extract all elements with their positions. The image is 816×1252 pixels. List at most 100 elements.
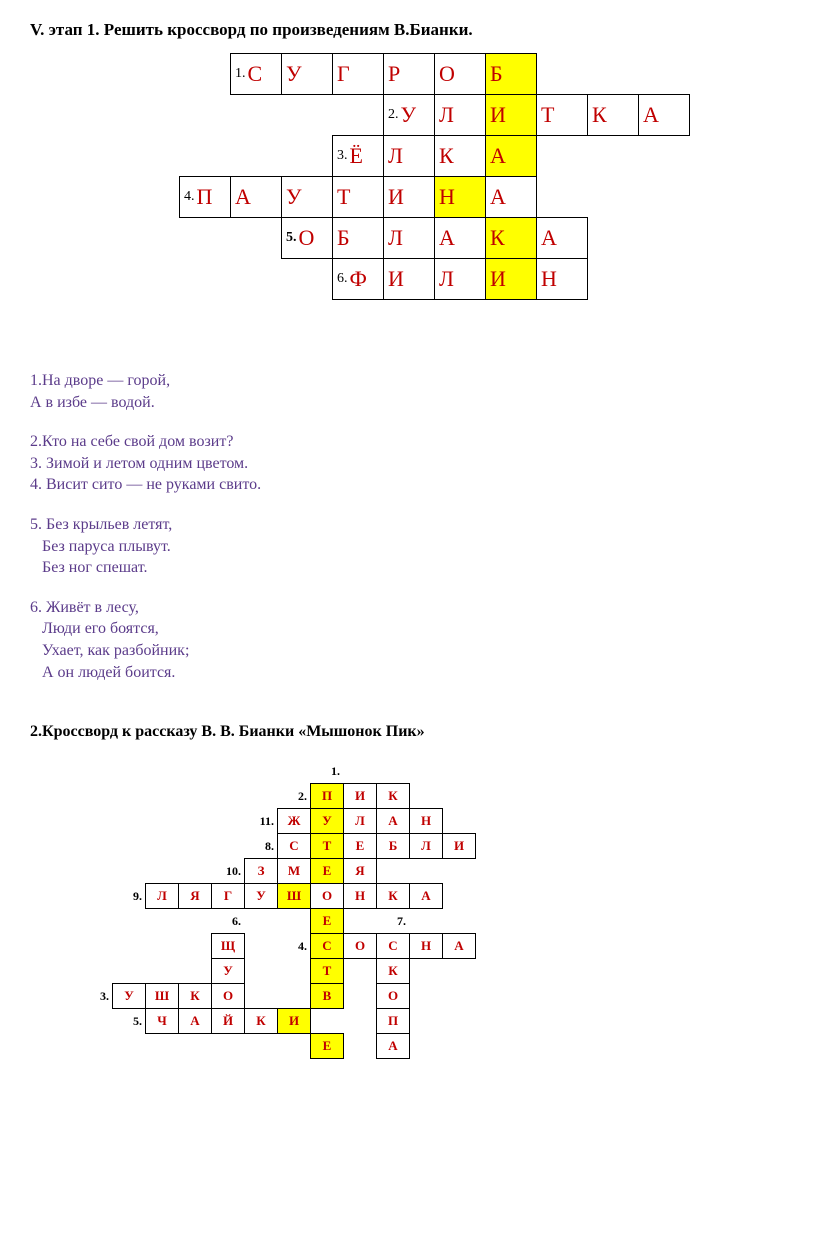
cell-letter: Г — [224, 888, 232, 904]
cell-letter: Н — [421, 813, 431, 829]
clue-line: А он людей боится. — [30, 662, 786, 684]
crossword-cell: А — [442, 933, 476, 959]
cell-letter: Е — [323, 913, 332, 929]
cell-letter: П — [322, 788, 332, 804]
cell-letter: А — [490, 184, 506, 210]
cell-letter: Ш — [155, 988, 169, 1004]
cell-letter: Ш — [287, 888, 301, 904]
page-title: V. этап 1. Решить кроссворд по произведе… — [30, 20, 786, 40]
crossword-cell: А — [376, 808, 410, 834]
cell-letter: Л — [439, 266, 454, 292]
crossword-cell: Н — [434, 176, 486, 218]
crossword-cell: Л — [343, 808, 377, 834]
cell-letter: И — [490, 102, 506, 128]
crossword-cell: У — [211, 958, 245, 984]
crossword-cell: И — [277, 1008, 311, 1034]
crossword-cell: Й — [211, 1008, 245, 1034]
cell-number-label: 10. — [211, 858, 245, 884]
crossword-cell: И — [383, 176, 435, 218]
cell-letter: К — [388, 888, 397, 904]
crossword-cell: В — [310, 983, 344, 1009]
crossword-cell: З — [244, 858, 278, 884]
cell-letter: Л — [388, 225, 403, 251]
cell-letter: К — [490, 225, 505, 251]
cell-letter: У — [401, 102, 417, 128]
crossword-cell: С — [376, 933, 410, 959]
crossword-cell: О — [376, 983, 410, 1009]
crossword-cell: А — [376, 1033, 410, 1059]
cell-letter: Н — [355, 888, 365, 904]
cell-letter: С — [388, 938, 397, 954]
cell-letter: С — [248, 61, 263, 87]
cell-letter: Н — [439, 184, 455, 210]
cell-letter: В — [323, 988, 332, 1004]
crossword-cell: А — [434, 217, 486, 259]
crossword-cell: Г — [332, 53, 384, 95]
crossword-cell: Б — [376, 833, 410, 859]
cell-number-label: 9. — [112, 883, 146, 909]
cell-letter: Ч — [157, 1013, 167, 1029]
crossword-cell: Т — [332, 176, 384, 218]
cell-number-label: 11. — [244, 808, 278, 834]
cell-letter: С — [289, 838, 298, 854]
cell-letter: И — [388, 266, 404, 292]
crossword-cell: Е — [310, 858, 344, 884]
cell-letter: Т — [337, 184, 350, 210]
cell-letter: У — [124, 988, 134, 1004]
cell-letter: Е — [323, 1038, 332, 1054]
cell-letter: Н — [421, 938, 431, 954]
crossword-cell: Т — [310, 958, 344, 984]
crossword-cell: О — [343, 933, 377, 959]
crossword-cell: 5.О — [281, 217, 333, 259]
cell-letter: Щ — [221, 938, 235, 954]
clue-line: 1.На дворе — горой, — [30, 370, 786, 392]
subtitle: 2.Кроссворд к рассказу В. В. Бианки «Мыш… — [30, 723, 786, 741]
cell-letter: Б — [490, 61, 503, 87]
cell-letter: П — [197, 184, 213, 210]
clue-line: Ухает, как разбойник; — [30, 640, 786, 662]
cell-letter: К — [388, 963, 397, 979]
clue-line: Без паруса плывут. — [30, 536, 786, 558]
crossword-cell: С — [310, 933, 344, 959]
crossword-cell: А — [230, 176, 282, 218]
crossword-cell: У — [281, 176, 333, 218]
crossword-cell: У — [310, 808, 344, 834]
crossword-cell: Щ — [211, 933, 245, 959]
crossword-1: 1.СУГРОБ2.УЛИТКА3.ЁЛКА4.ПАУТИНА5.ОБЛАКА6… — [180, 54, 786, 300]
cell-letter: П — [388, 1013, 398, 1029]
crossword-cell: Е — [343, 833, 377, 859]
crossword-cell: К — [376, 958, 410, 984]
clue-line: Люди его боятся, — [30, 618, 786, 640]
crossword-cell: 1.С — [230, 53, 282, 95]
crossword-cell: 2.У — [383, 94, 435, 136]
cell-letter: О — [299, 225, 315, 251]
crossword-cell: 3.Ё — [332, 135, 384, 177]
clue-line: А в избе — водой. — [30, 392, 786, 414]
crossword-cell: К — [178, 983, 212, 1009]
cell-letter: Г — [337, 61, 350, 87]
clue-line: 3. Зимой и летом одним цветом. — [30, 453, 786, 475]
cell-letter: Т — [323, 963, 332, 979]
cell-letter: И — [454, 838, 464, 854]
crossword-cell: Л — [383, 217, 435, 259]
cell-letter: У — [256, 888, 266, 904]
cell-number: 2. — [388, 107, 399, 123]
cell-letter: И — [355, 788, 365, 804]
crossword-cell: К — [376, 883, 410, 909]
crossword-cell: О — [310, 883, 344, 909]
cell-letter: К — [388, 788, 397, 804]
clue-line: Без ног спешат. — [30, 557, 786, 579]
cell-number-label: 4. — [277, 933, 311, 959]
cell-letter: А — [454, 938, 463, 954]
cell-letter: К — [256, 1013, 265, 1029]
cell-number: 4. — [184, 189, 195, 205]
cell-letter: С — [322, 938, 331, 954]
cell-number-label: 8. — [244, 833, 278, 859]
crossword-cell: И — [485, 94, 537, 136]
cell-letter: У — [223, 963, 233, 979]
cell-letter: Л — [157, 888, 167, 904]
crossword-cell: Е — [310, 1033, 344, 1059]
crossword-cell: Т — [310, 833, 344, 859]
crossword-cell: Е — [310, 908, 344, 934]
crossword-cell: Ш — [145, 983, 179, 1009]
